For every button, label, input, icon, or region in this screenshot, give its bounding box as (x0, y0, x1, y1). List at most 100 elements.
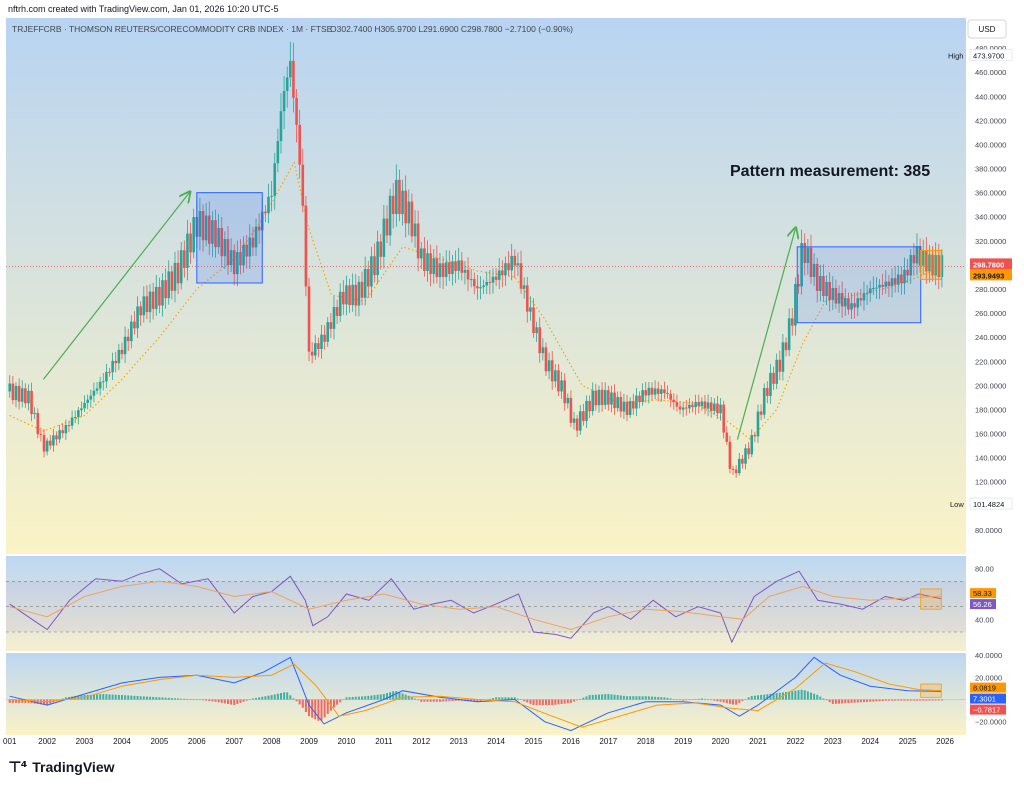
currency-button[interactable] (967, 19, 1007, 39)
macd-histogram-bar (473, 699, 476, 702)
candle-body (323, 334, 326, 342)
macd-histogram-bar (230, 699, 233, 705)
candle-body (395, 179, 398, 215)
candle-body (482, 285, 485, 288)
candle (628, 397, 632, 419)
macd-histogram-bar (925, 699, 928, 701)
candle-body (30, 390, 33, 415)
candle (915, 233, 919, 276)
macd-histogram-bar (451, 699, 454, 702)
candle (815, 257, 819, 303)
candle-body (407, 201, 411, 224)
candle-body (569, 397, 573, 423)
candle (136, 296, 139, 339)
candle (731, 465, 735, 476)
candle-body (616, 397, 619, 409)
candle-body (572, 418, 576, 423)
candle (223, 231, 227, 270)
candle (482, 279, 485, 295)
macd-histogram-bar (367, 695, 370, 700)
macd-histogram-bar (710, 699, 713, 701)
candle (142, 286, 146, 323)
macd-histogram-bar (435, 699, 438, 702)
macd-histogram-bar (719, 699, 722, 702)
candle (98, 376, 102, 396)
candle-body (413, 223, 417, 237)
candle-body (64, 425, 68, 434)
price-tick-label: 360.0000 (975, 189, 1006, 198)
candle (825, 275, 828, 306)
macd-histogram-bar (716, 699, 719, 702)
candle-body (136, 306, 139, 329)
candle (600, 382, 604, 412)
candle (784, 337, 788, 357)
candle (716, 395, 719, 419)
candle-body (251, 237, 255, 248)
candle-body (55, 435, 58, 440)
candle-body (426, 253, 429, 271)
macd-histogram-bar (429, 699, 432, 702)
candle (513, 249, 517, 279)
candle-body (151, 291, 155, 309)
macd-histogram-bar (33, 699, 36, 704)
candle (563, 373, 566, 411)
candle-body (865, 293, 869, 295)
price-tick-label: 340.0000 (975, 213, 1006, 222)
macd-histogram-bar (741, 699, 744, 702)
macd-histogram-bar (828, 699, 831, 703)
candle (663, 381, 666, 399)
candle-body (881, 284, 884, 287)
candle-body (77, 410, 80, 418)
macd-histogram-bar (856, 699, 859, 703)
candle-body (853, 303, 856, 308)
candle (893, 266, 897, 293)
macd-histogram-bar (127, 695, 130, 700)
candle (86, 394, 89, 410)
candle-body (887, 281, 891, 286)
macd-histogram-bar (760, 694, 763, 700)
candle-body (264, 211, 267, 214)
macd-histogram-bar (92, 694, 95, 700)
macd-histogram-bar (152, 696, 155, 700)
candle-body (669, 393, 672, 400)
macd-tick-label: 20.0000 (975, 673, 1002, 682)
candle (8, 375, 12, 398)
macd-histogram-bar (769, 693, 772, 700)
macd-histogram-bar (778, 692, 781, 700)
candle (370, 246, 373, 298)
macd-histogram-bar (844, 699, 847, 704)
macd-histogram-bar (382, 694, 385, 700)
candle-body (24, 388, 27, 404)
candle (881, 273, 884, 296)
candle-body (831, 288, 835, 301)
candle (101, 373, 105, 391)
candle (398, 169, 401, 222)
candle (535, 321, 538, 342)
candle-body (684, 407, 688, 409)
candle-body (597, 389, 601, 406)
macd-histogram-bar (21, 699, 24, 703)
macd-histogram-bar (420, 699, 423, 702)
macd-histogram-bar (202, 699, 205, 701)
candle (123, 326, 127, 363)
rsi-ma-line (9, 580, 942, 631)
time-tick-label: 2015 (525, 737, 543, 746)
macd-histogram-bar (816, 694, 819, 700)
candle-body (335, 306, 339, 316)
candle-body (145, 296, 149, 313)
macd-histogram-bar (672, 698, 675, 700)
candle-body (672, 399, 676, 403)
signal-line (9, 662, 942, 728)
candle-body (214, 220, 217, 248)
candle (554, 364, 557, 388)
candle (800, 229, 803, 295)
candle-body (532, 307, 535, 333)
candle-body (114, 360, 118, 364)
candle (896, 265, 900, 293)
macd-histogram-bar (295, 699, 298, 702)
macd-histogram-bar (64, 697, 67, 700)
candle (525, 277, 529, 323)
candle-body (61, 430, 65, 434)
